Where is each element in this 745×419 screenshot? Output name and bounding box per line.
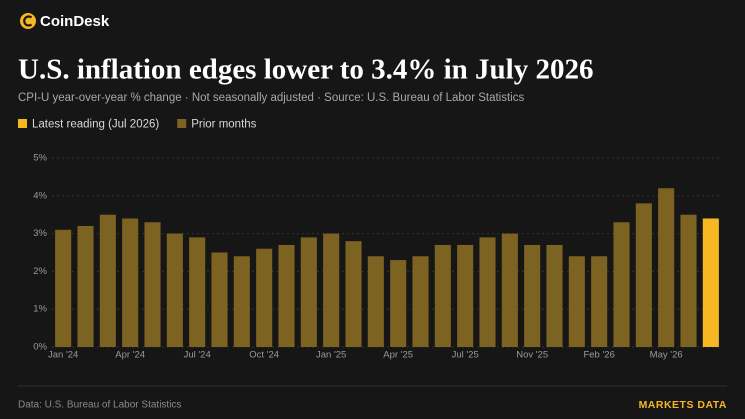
bar [524,244,541,347]
bar [99,214,116,347]
plot: 0% 1% 2% 3% 4% 5% Jan '24 Apr '24 Jul '24 Oct '24… [33,153,722,361]
x-tick-label: Jul '24 [184,350,211,361]
bar [144,222,161,347]
x-tick-label: Nov '25 [516,350,548,361]
x-tick-label: Jul '25 [452,350,479,361]
legend: Latest reading (Jul 2026) Prior months [18,119,257,131]
bar [635,203,652,347]
footer-source: Data: U.S. Bureau of Labor Statistics [18,400,181,411]
bar [613,222,630,347]
y-tick-label: 3% [33,228,47,239]
logo-icon [20,13,36,29]
y-tick-label: 1% [33,304,47,315]
bar [323,233,340,347]
bar [166,233,183,347]
footer-section: MARKETS DATA [639,399,727,411]
legend-label: Prior months [191,119,256,131]
bar [501,233,518,347]
bar [546,244,563,347]
x-tick-label: Oct '24 [249,350,279,361]
logo: CoinDesk [20,13,110,30]
x-tick-label: Jan '25 [316,350,346,361]
x-tick-label: Jan '24 [48,350,78,361]
bar [256,248,273,347]
x-tick-label: Apr '25 [383,350,413,361]
chart-subtitle: CPI-U year-over-year % change · Not seas… [18,92,524,104]
y-tick-label: 0% [33,342,47,353]
chart-title: U.S. inflation edges lower to 3.4% in Ju… [18,54,593,86]
legend-label: Latest reading (Jul 2026) [32,119,159,131]
bar [55,229,72,347]
bar [278,244,295,347]
bar [568,256,585,347]
bar [122,218,139,347]
bar [345,241,362,347]
bar [189,237,206,347]
bar [412,256,429,347]
y-tick-label: 4% [33,190,47,201]
bar [211,252,228,347]
y-tick-label: 5% [33,153,47,164]
bar [658,188,675,347]
x-tick-label: Feb '26 [583,350,614,361]
bar [390,260,407,347]
bar [680,214,697,347]
bar [479,237,496,347]
x-tick-label: Apr '24 [115,350,145,361]
y-tick-label: 2% [33,266,47,277]
bar [591,256,608,347]
bar [702,218,719,347]
bar [233,256,250,347]
x-tick-label: May '26 [650,350,683,361]
bar [457,244,474,347]
bar [300,237,317,347]
bar [434,244,451,347]
brand: CoinDesk [40,13,110,30]
legend-swatch [18,119,27,128]
legend-swatch [177,119,187,128]
bar [77,226,94,347]
bar [367,256,384,347]
logo-glyph [23,15,33,27]
